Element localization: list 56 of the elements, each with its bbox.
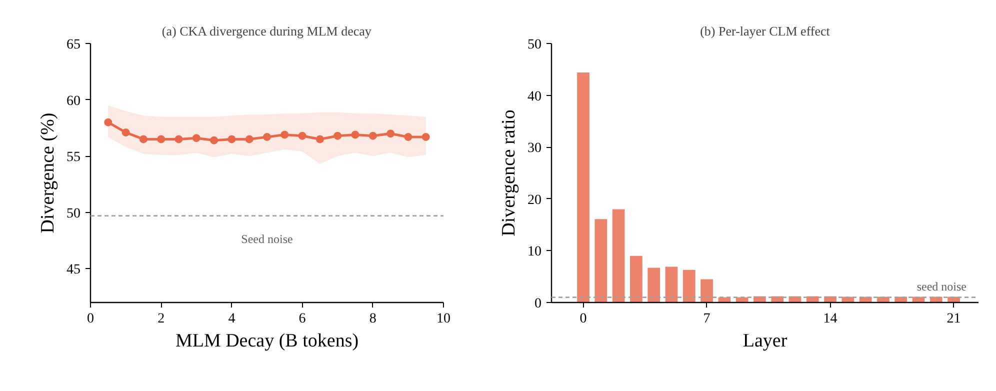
point bbox=[280, 130, 289, 139]
point bbox=[263, 132, 271, 141]
bar bbox=[682, 270, 696, 302]
bar bbox=[612, 209, 625, 302]
point bbox=[404, 132, 412, 141]
x-tick-label: 0 bbox=[87, 312, 94, 326]
x-tick-label: 21 bbox=[946, 312, 961, 326]
y-tick-label: 50 bbox=[66, 206, 80, 222]
x-axis-title: Layer bbox=[742, 330, 788, 352]
y-tick-label: 50 bbox=[528, 38, 542, 52]
y-tick-label: 65 bbox=[66, 38, 80, 52]
bar bbox=[630, 256, 642, 302]
point bbox=[122, 128, 130, 136]
y-tick-label: 0 bbox=[534, 296, 542, 312]
y-axis-title: Divergence ratio bbox=[498, 110, 520, 236]
x-tick-label: 0 bbox=[580, 312, 587, 326]
x-tick-label: 2 bbox=[158, 312, 165, 326]
point bbox=[422, 132, 430, 141]
chart-title: (b) Per-layer CLM effect bbox=[700, 24, 830, 38]
x-tick-label: 7 bbox=[703, 312, 710, 326]
ref-line-label: seed noise bbox=[916, 279, 967, 294]
point bbox=[210, 136, 218, 144]
point bbox=[334, 132, 342, 140]
point bbox=[298, 132, 306, 140]
ref-line-label: Seed noise bbox=[241, 232, 293, 246]
point bbox=[228, 135, 236, 144]
bar bbox=[648, 268, 660, 302]
x-axis-title: MLM Decay (B tokens) bbox=[175, 330, 359, 352]
x-tick-label: 8 bbox=[369, 312, 376, 326]
point bbox=[192, 134, 200, 142]
x-tick-label: 14 bbox=[823, 312, 838, 326]
y-tick-label: 20 bbox=[528, 192, 542, 208]
bar bbox=[577, 72, 590, 302]
y-tick-label: 45 bbox=[66, 262, 80, 278]
x-tick-label: 4 bbox=[228, 312, 236, 326]
point bbox=[174, 135, 183, 144]
point bbox=[386, 130, 395, 138]
y-tick-label: 30 bbox=[528, 141, 542, 156]
point bbox=[351, 130, 360, 139]
y-tick-label: 60 bbox=[66, 94, 80, 109]
point bbox=[245, 135, 254, 144]
bar bbox=[700, 279, 713, 302]
point bbox=[157, 135, 166, 144]
y-tick-label: 10 bbox=[528, 244, 542, 260]
bar bbox=[594, 219, 608, 302]
point bbox=[316, 135, 324, 144]
bar bbox=[665, 266, 678, 302]
x-tick-label: 6 bbox=[298, 312, 306, 326]
point bbox=[368, 132, 377, 140]
point bbox=[104, 118, 112, 126]
point bbox=[139, 135, 148, 144]
y-tick-label: 55 bbox=[66, 150, 80, 166]
chart-title: (a) CKA divergence during MLM decay bbox=[162, 24, 372, 38]
y-axis-title: Divergence (%) bbox=[38, 112, 58, 234]
y-tick-label: 40 bbox=[528, 89, 542, 104]
x-tick-label: 10 bbox=[436, 312, 450, 326]
